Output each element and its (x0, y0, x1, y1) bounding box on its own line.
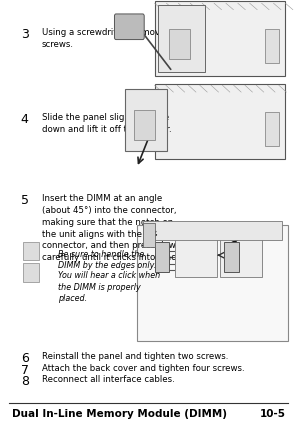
FancyBboxPatch shape (154, 85, 285, 160)
Text: Insert the DIMM at an angle
(about 45°) into the connector,
making sure that the: Insert the DIMM at an angle (about 45°) … (42, 194, 184, 262)
Text: Reinstall the panel and tighten two screws.: Reinstall the panel and tighten two scre… (42, 351, 228, 360)
Text: Dual In-Line Memory Module (DIMM): Dual In-Line Memory Module (DIMM) (12, 408, 227, 417)
Text: Be sure to handle the
DIMM by the edges only.: Be sure to handle the DIMM by the edges … (58, 249, 156, 270)
Text: Reconnect all interface cables.: Reconnect all interface cables. (42, 374, 174, 383)
Text: 10-5: 10-5 (260, 408, 285, 417)
FancyBboxPatch shape (158, 6, 205, 72)
FancyBboxPatch shape (23, 263, 39, 282)
Text: Using a screwdriver, remove two
screws.: Using a screwdriver, remove two screws. (42, 28, 183, 49)
FancyBboxPatch shape (134, 111, 154, 141)
FancyBboxPatch shape (143, 224, 154, 247)
Text: 4: 4 (21, 113, 29, 126)
Text: 6: 6 (21, 351, 29, 364)
FancyBboxPatch shape (265, 113, 280, 147)
FancyBboxPatch shape (137, 226, 288, 341)
Text: Slide the panel slightly to the
down and lift it off the printer.: Slide the panel slightly to the down and… (42, 113, 171, 134)
FancyBboxPatch shape (169, 30, 190, 60)
FancyBboxPatch shape (154, 243, 169, 273)
Text: 8: 8 (21, 374, 29, 387)
FancyBboxPatch shape (115, 15, 144, 40)
FancyBboxPatch shape (143, 222, 283, 241)
FancyBboxPatch shape (265, 30, 280, 64)
Text: 7: 7 (21, 363, 29, 376)
FancyBboxPatch shape (224, 243, 239, 273)
FancyBboxPatch shape (220, 234, 262, 277)
FancyBboxPatch shape (125, 89, 166, 151)
FancyBboxPatch shape (23, 242, 39, 261)
Text: You will hear a click when
the DIMM is properly
placed.: You will hear a click when the DIMM is p… (58, 271, 160, 302)
FancyBboxPatch shape (154, 2, 285, 77)
Text: Attach the back cover and tighten four screws.: Attach the back cover and tighten four s… (42, 363, 244, 372)
Text: 3: 3 (21, 28, 29, 40)
Text: 5: 5 (21, 194, 29, 207)
FancyBboxPatch shape (176, 234, 217, 277)
